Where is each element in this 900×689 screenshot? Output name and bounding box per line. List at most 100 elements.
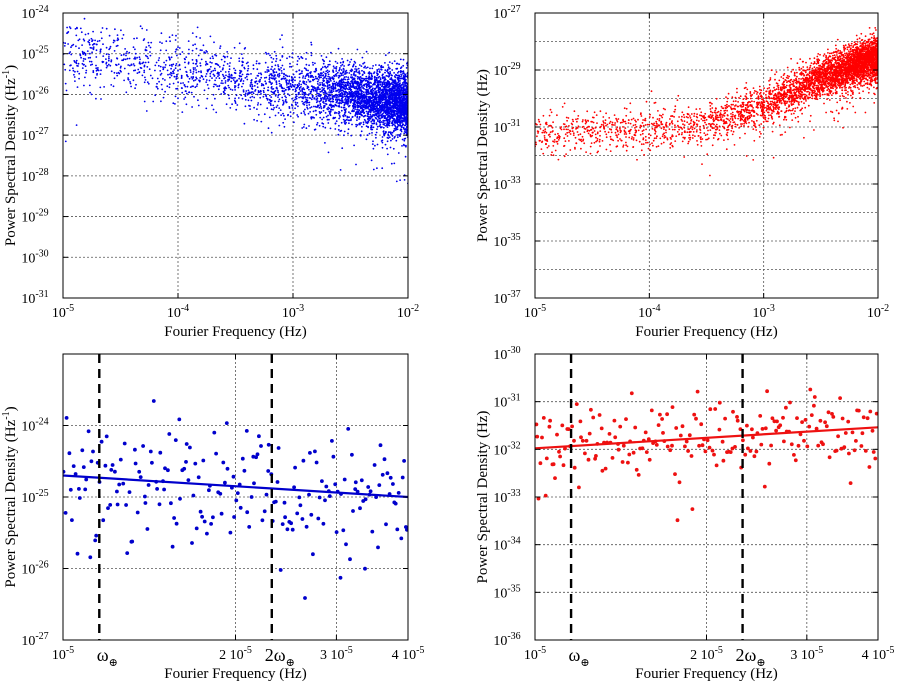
data-point — [333, 94, 336, 97]
data-point — [320, 67, 323, 70]
data-point — [191, 49, 194, 52]
data-point — [214, 97, 216, 100]
data-point — [288, 88, 291, 91]
data-point — [337, 89, 340, 91]
data-point — [361, 110, 364, 113]
data-point — [719, 112, 722, 114]
data-point — [325, 70, 328, 73]
data-point — [327, 75, 329, 78]
data-point — [396, 68, 398, 70]
data-point — [345, 76, 347, 78]
data-point — [243, 67, 246, 70]
data-point — [390, 77, 393, 79]
data-point — [269, 100, 272, 103]
data-point — [259, 96, 262, 99]
data-point — [299, 80, 301, 83]
data-point — [781, 133, 783, 136]
data-point — [797, 120, 800, 123]
data-point — [403, 139, 406, 142]
data-point — [213, 83, 216, 86]
data-point — [265, 76, 268, 79]
data-point — [356, 77, 359, 80]
data-point — [325, 56, 328, 59]
data-point — [232, 79, 235, 81]
data-point — [168, 56, 170, 58]
data-point — [809, 66, 811, 69]
data-point — [309, 107, 311, 109]
data-point — [329, 91, 332, 94]
data-point — [364, 120, 367, 122]
data-point — [403, 119, 406, 121]
data-point — [204, 52, 207, 54]
data-point — [224, 82, 227, 84]
data-point — [836, 59, 839, 62]
data-point — [199, 77, 202, 79]
data-point — [352, 102, 355, 105]
data-point — [571, 118, 574, 121]
data-point — [742, 98, 745, 100]
data-point — [269, 94, 271, 97]
data-point — [358, 112, 360, 115]
data-point — [282, 101, 285, 104]
data-point — [536, 135, 538, 138]
data-point — [64, 140, 67, 143]
data-point — [143, 81, 146, 84]
data-point — [357, 67, 360, 70]
data-point — [353, 86, 355, 89]
data-point — [619, 121, 622, 124]
data-point — [276, 104, 279, 107]
data-point — [609, 135, 612, 138]
data-point — [386, 109, 388, 112]
data-point — [76, 70, 79, 73]
data-point — [381, 146, 384, 149]
data-point — [328, 91, 330, 93]
data-point — [116, 74, 119, 77]
data-point — [344, 81, 346, 84]
data-point — [257, 90, 260, 92]
data-point — [399, 71, 402, 74]
data-point — [252, 67, 255, 70]
data-point — [356, 82, 359, 85]
data-point — [271, 61, 273, 63]
data-point — [403, 75, 405, 78]
data-point — [166, 85, 169, 88]
data-point — [269, 99, 271, 102]
data-point — [581, 135, 584, 138]
data-point — [324, 126, 327, 129]
data-point — [864, 111, 867, 114]
data-point — [270, 68, 272, 71]
data-point — [64, 68, 67, 71]
data-point — [127, 64, 130, 66]
data-point — [311, 96, 314, 99]
data-point — [264, 93, 267, 96]
data-point — [160, 32, 163, 35]
axes-frame — [62, 12, 409, 299]
data-point — [252, 92, 255, 95]
data-point — [365, 110, 368, 113]
data-point — [165, 40, 168, 43]
data-point — [687, 106, 690, 109]
grid-lines — [63, 13, 408, 298]
data-point — [69, 64, 71, 67]
data-point — [191, 59, 194, 61]
data-point — [368, 86, 371, 89]
data-point — [211, 104, 213, 107]
data-point — [339, 67, 341, 69]
data-point — [322, 62, 325, 65]
data-point — [332, 88, 335, 91]
data-point — [382, 126, 385, 129]
data-point — [204, 64, 207, 66]
data-point — [145, 29, 148, 31]
data-point — [370, 89, 372, 91]
data-point — [405, 108, 408, 111]
data-point — [308, 125, 310, 127]
data-point — [230, 76, 232, 79]
data-point — [340, 89, 343, 92]
data-point — [303, 101, 305, 104]
data-point — [351, 78, 354, 81]
data-point — [277, 65, 280, 68]
data-point — [373, 81, 376, 84]
data-point — [395, 180, 398, 183]
data-point — [316, 106, 318, 109]
data-point — [392, 130, 395, 133]
